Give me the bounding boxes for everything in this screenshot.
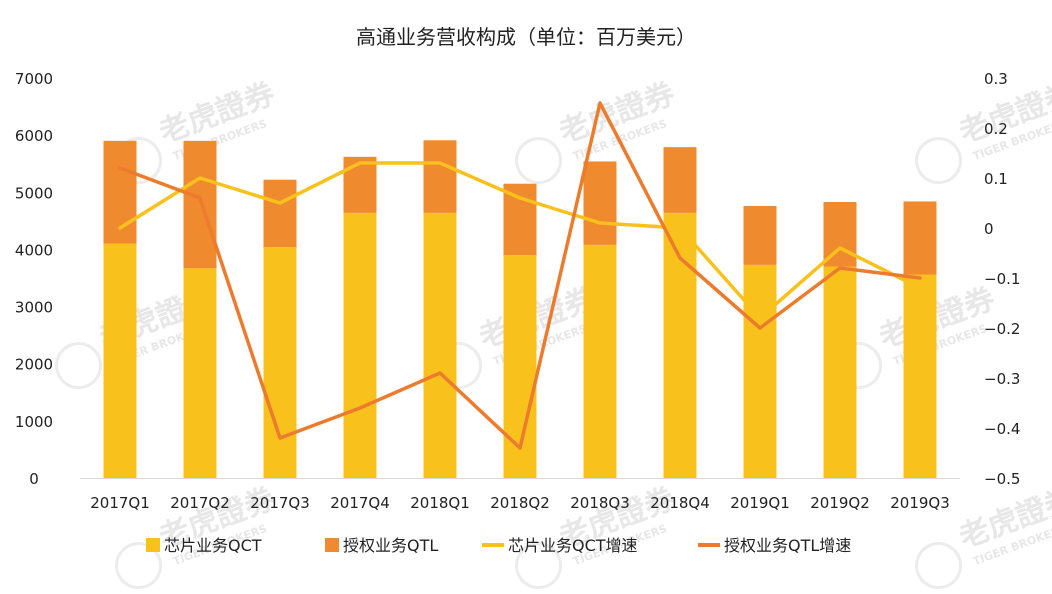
chart-title: 高通业务营收构成（单位：百万美元） [356,25,696,49]
right-axis-tick: 0.3 [984,70,1008,88]
right-axis-tick: −0.5 [984,470,1020,488]
x-axis-tick: 2017Q2 [170,494,230,512]
bar-qtl [263,179,297,248]
legend: 芯片业务QCT 授权业务QTL 芯片业务QCT增速 授权业务QTL增速 [146,536,851,555]
left-axis-tick: 0 [29,470,39,488]
left-axis: 0 1000 2000 3000 4000 5000 6000 7000 [15,70,53,488]
bar-qtl [583,161,617,245]
right-axis-tick: −0.1 [984,270,1020,288]
left-axis-tick: 5000 [15,184,53,202]
left-axis-tick: 1000 [15,413,53,431]
x-axis-tick: 2019Q3 [890,494,950,512]
x-axis-tick: 2019Q2 [810,494,870,512]
bar-qct [743,264,777,478]
right-axis-tick: 0 [984,220,994,238]
bar-qct [263,247,297,478]
bar-qtl [663,147,697,213]
bar-qct [903,274,937,478]
bar-layer [103,140,937,478]
legend-label: 芯片业务QCT增速 [508,536,638,555]
bar-qct [183,268,217,478]
bar-qct [823,266,857,478]
left-axis-tick: 4000 [15,241,53,259]
right-axis-tick: 0.1 [984,170,1008,188]
tiger-icon [55,342,103,390]
legend-qtl-growth: 授权业务QTL增速 [698,536,851,555]
bar-qtl [503,183,537,256]
tiger-icon [115,542,163,590]
x-axis-tick: 2018Q2 [490,494,550,512]
right-axis-tick: 0.2 [984,120,1008,138]
legend-qct-growth: 芯片业务QCT增速 [482,536,638,555]
left-axis-tick: 6000 [15,127,53,145]
x-axis-tick: 2019Q1 [730,494,790,512]
bar-qtl [423,140,457,213]
x-axis-tick: 2017Q3 [250,494,310,512]
right-axis-tick: −0.3 [984,370,1020,388]
bar-qtl [743,206,777,265]
legend-label: 授权业务QTL [343,536,438,555]
legend-label: 芯片业务QCT [164,536,262,555]
left-axis-tick: 7000 [15,70,53,88]
legend-qct: 芯片业务QCT [146,536,262,555]
bar-qtl [183,140,217,269]
line-layer [118,101,922,450]
bar-qct [663,212,697,478]
tiger-icon [515,137,563,185]
tiger-icon [515,542,563,590]
line-qct-growth [118,161,922,320]
right-axis-tick: −0.2 [984,320,1020,338]
x-axis: 2017Q1 2017Q2 2017Q3 2017Q4 2018Q1 2018Q2 2018… [80,478,960,512]
left-axis-tick: 3000 [15,299,53,317]
x-axis-tick: 2017Q1 [90,494,150,512]
legend-swatch [146,538,160,552]
right-axis: −0.5 −0.4 −0.3 −0.2 −0.1 0 0.1 0.2 0.3 [984,70,1020,488]
x-axis-tick: 2018Q4 [650,494,710,512]
x-axis-tick: 2018Q1 [410,494,470,512]
tiger-icon [915,542,963,590]
legend-label: 授权业务QTL增速 [724,536,851,555]
bar-qtl [903,201,937,275]
bar-qct [343,212,377,478]
x-axis-tick: 2018Q3 [570,494,630,512]
x-axis-tick: 2017Q4 [330,494,390,512]
bar-qtl [343,156,377,213]
tiger-icon [915,137,963,185]
bar-qct [583,244,617,478]
left-axis-tick: 2000 [15,356,53,374]
bar-qct [423,212,457,478]
legend-qtl: 授权业务QTL [325,536,438,555]
legend-swatch [325,538,339,552]
bar-qct [103,243,137,478]
line-qtl-growth [118,101,922,450]
right-axis-tick: −0.4 [984,420,1020,438]
